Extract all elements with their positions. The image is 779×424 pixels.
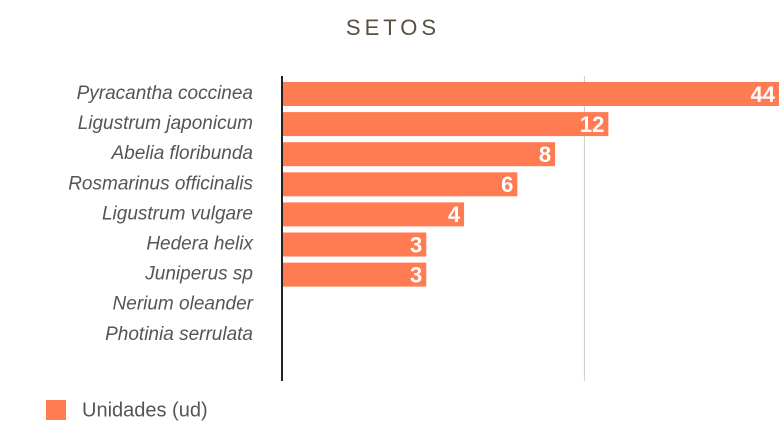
value-label: 8 [539, 142, 551, 167]
chart-title: SETOS [346, 15, 440, 40]
category-label: Photinia serrulata [105, 324, 253, 345]
bar [282, 172, 518, 197]
category-label: Abelia floribunda [110, 143, 253, 164]
value-label: 3 [410, 262, 422, 287]
value-label: 3 [410, 232, 422, 257]
bar [282, 202, 465, 227]
bar [282, 142, 556, 167]
bar [282, 112, 609, 137]
category-label: Juniperus sp [144, 264, 253, 285]
category-label: Nerium oleander [113, 294, 254, 315]
bar [282, 262, 427, 287]
value-label: 4 [448, 202, 461, 227]
category-label: Hedera helix [146, 234, 254, 255]
category-label: Ligustrum vulgare [102, 203, 253, 224]
value-label: 6 [501, 172, 513, 197]
value-label: 44 [751, 82, 776, 107]
category-label: Ligustrum japonicum [78, 113, 253, 134]
value-label: 12 [580, 112, 604, 137]
category-label: Rosmarinus officinalis [68, 173, 253, 194]
category-label: Pyracantha coccinea [77, 83, 253, 104]
legend-swatch [46, 400, 66, 420]
legend-label: Unidades (ud) [82, 399, 208, 421]
bar [282, 82, 779, 106]
bar [282, 232, 427, 257]
